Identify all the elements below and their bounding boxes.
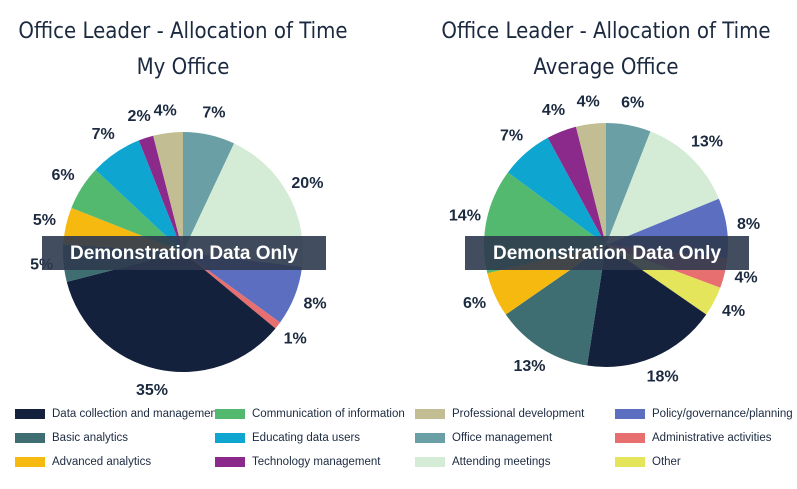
legend-label: Basic analytics: [52, 432, 128, 444]
legend-swatch: [215, 433, 245, 443]
chart-title: Office Leader - Allocation of Time: [441, 19, 770, 44]
legend-swatch: [415, 433, 445, 443]
legend-swatch: [415, 409, 445, 419]
value-label: 4%: [577, 93, 600, 110]
pie-slice: [71, 169, 183, 252]
pie-slice: [183, 252, 281, 329]
value-label: 35%: [136, 382, 168, 399]
value-label: 8%: [303, 295, 326, 312]
value-label: 18%: [647, 369, 679, 386]
legend-label: Educating data users: [252, 432, 360, 444]
legend-swatch: [15, 457, 45, 467]
watermark-box: [42, 236, 326, 270]
value-label: 4%: [542, 102, 565, 119]
legend-swatch: [215, 409, 245, 419]
value-label: 6%: [621, 95, 644, 112]
legend-label: Advanced analytics: [52, 456, 151, 468]
chart-title: Office Leader - Allocation of Time: [18, 19, 347, 44]
pie-slice: [547, 126, 606, 245]
legend-label: Data collection and management: [52, 408, 221, 420]
legend-label: Technology management: [252, 456, 381, 468]
pie-slice: [606, 123, 651, 245]
pie-slice: [505, 245, 606, 366]
legend-swatch: [615, 433, 645, 443]
value-label: 4%: [154, 102, 177, 119]
value-label: 7%: [500, 128, 523, 145]
legend-label: Policy/governance/planning: [652, 408, 793, 420]
value-label: 8%: [737, 216, 760, 233]
pie-slice: [66, 252, 276, 372]
legend-label: Other: [652, 456, 681, 468]
pie-slice: [138, 135, 183, 252]
watermark-box: [465, 236, 749, 270]
value-label: 20%: [291, 175, 323, 192]
legend-label: Administrative activities: [652, 432, 772, 444]
value-label: 14%: [449, 207, 481, 224]
legend-label: Professional development: [452, 408, 585, 420]
value-label: 4%: [722, 303, 745, 320]
pie-slice: [606, 131, 719, 245]
value-label: 6%: [52, 167, 75, 184]
value-label: 13%: [691, 134, 723, 151]
legend-label: Attending meetings: [452, 456, 551, 468]
value-label: 4%: [735, 270, 758, 287]
legend-swatch: [415, 457, 445, 467]
legend-swatch: [15, 433, 45, 443]
pie-slice: [507, 137, 606, 245]
watermark: Demonstration Data Only: [493, 243, 721, 264]
legend-swatch: [615, 457, 645, 467]
legend-swatch: [615, 409, 645, 419]
watermark: Demonstration Data Only: [70, 243, 298, 264]
value-label: 5%: [33, 212, 56, 229]
value-label: 6%: [463, 295, 486, 312]
pie-slice: [153, 132, 183, 252]
pie-slice: [575, 123, 606, 245]
value-label: 7%: [92, 126, 115, 143]
chart-subtitle: My Office: [137, 55, 230, 80]
legend-label: Office management: [452, 432, 553, 444]
value-label: 7%: [202, 105, 225, 122]
pie-slice: [587, 245, 707, 367]
chart-subtitle: Average Office: [533, 55, 678, 80]
value-label: 1%: [284, 330, 307, 347]
legend-label: Communication of information: [252, 408, 405, 420]
legend-swatch: [15, 409, 45, 419]
value-label: 13%: [514, 358, 546, 375]
legend-swatch: [215, 457, 245, 467]
value-label: 2%: [128, 108, 151, 125]
pie-slice: [95, 140, 183, 252]
pie-slice: [183, 132, 235, 252]
